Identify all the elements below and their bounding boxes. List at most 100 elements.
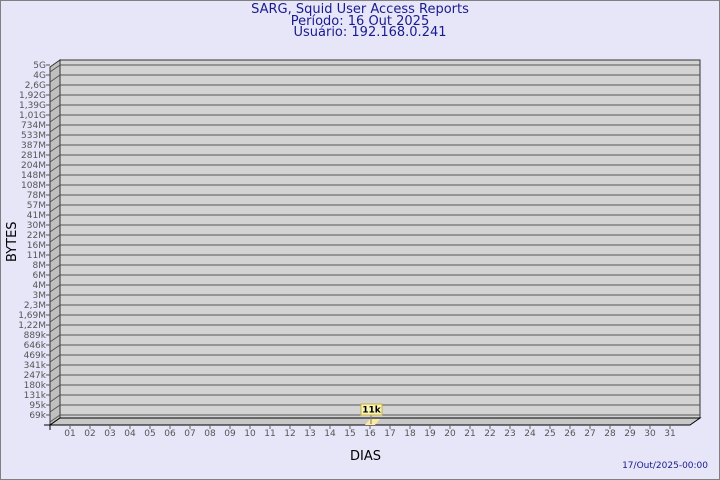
y-tick-label: 95k	[29, 401, 46, 411]
x-tick-label: 24	[524, 429, 536, 439]
x-tick-label: 01	[64, 429, 75, 439]
bar-label-box	[360, 403, 383, 416]
y-tick-label: 1,39G	[19, 101, 46, 111]
x-tick-label: 30	[644, 429, 656, 439]
y-tick-label: 469k	[24, 351, 47, 361]
gridline-side	[49, 234, 61, 243]
gridline-side	[49, 164, 61, 173]
y-tick-label: 1,01G	[19, 111, 46, 121]
y-axis-label: BYTES	[5, 221, 20, 262]
x-tick-label: 28	[604, 429, 616, 439]
bar-data-label: 11k	[362, 406, 382, 416]
y-tick-label: 180k	[24, 381, 47, 391]
y-tick-label: 387M	[21, 141, 46, 151]
gridline-side	[49, 324, 61, 333]
x-tick-label: 07	[184, 429, 195, 439]
gridline-side	[49, 144, 61, 153]
gridline-side	[49, 84, 61, 93]
gridline-side	[49, 314, 61, 323]
y-tick-label: 11M	[27, 251, 46, 261]
x-tick-label: 03	[104, 429, 115, 439]
x-tick-label: 25	[544, 429, 555, 439]
y-tick-label: 281M	[21, 151, 46, 161]
y-tick-label: 247k	[24, 371, 47, 381]
y-tick-label: 131k	[24, 391, 47, 401]
gridline-side	[49, 114, 61, 123]
y-tick-label: 41M	[27, 211, 46, 221]
y-tick-label: 30M	[27, 221, 46, 231]
x-tick-label: 06	[164, 429, 176, 439]
y-tick-label: 1,92G	[19, 91, 46, 101]
y-tick-label: 148M	[21, 171, 46, 181]
gridline-side	[49, 354, 61, 363]
x-tick-label: 19	[424, 429, 436, 439]
y-tick-label: 57M	[27, 201, 46, 211]
x-tick-label: 14	[324, 429, 336, 439]
y-tick-label: 646k	[24, 341, 47, 351]
y-tick-label: 6M	[33, 271, 47, 281]
y-tick-label: 5G	[33, 61, 46, 71]
y-tick-label: 4G	[33, 71, 46, 81]
x-tick-label: 29	[624, 429, 636, 439]
gridline-side	[49, 264, 61, 273]
x-tick-label: 26	[564, 429, 576, 439]
x-tick-label: 16	[364, 429, 376, 439]
gridline-side	[49, 294, 61, 303]
y-tick-label: 2,3M	[24, 301, 46, 311]
x-tick-label: 27	[584, 429, 595, 439]
x-tick-label: 31	[664, 429, 675, 439]
y-tick-label: 78M	[27, 191, 46, 201]
chart-title: SARG, Squid User Access Reports	[251, 2, 469, 17]
chart-subtitle-user: Usuário: 192.168.0.241	[293, 25, 447, 40]
y-tick-label: 2,6G	[25, 81, 46, 91]
x-tick-label: 10	[244, 429, 256, 439]
x-tick-label: 12	[284, 429, 295, 439]
gridline-side	[49, 104, 61, 113]
x-tick-label: 11	[264, 429, 275, 439]
gridline-side	[49, 124, 61, 133]
gridline-side	[49, 374, 61, 383]
x-tick-label: 09	[224, 429, 236, 439]
gridline-side	[49, 404, 61, 413]
gridline-side	[49, 64, 61, 73]
x-tick-label: 02	[84, 429, 95, 439]
gridline-side	[49, 94, 61, 103]
gridline-side	[49, 274, 61, 283]
chart-subtitle-period: Período: 16 Out 2025	[290, 14, 430, 29]
back-wall	[59, 59, 701, 419]
gridline-side	[49, 334, 61, 343]
x-axis-label: DIAS	[350, 449, 381, 464]
gridline-side	[49, 344, 61, 353]
bar-16	[365, 419, 380, 425]
x-tick-label: 15	[344, 429, 355, 439]
y-tick-label: 1,69M	[18, 311, 46, 321]
gridline-side	[49, 284, 61, 293]
gridline-side	[49, 194, 61, 203]
y-tick-label: 16M	[27, 241, 46, 251]
x-tick-label: 21	[464, 429, 475, 439]
y-tick-label: 69k	[29, 411, 46, 421]
x-tick-label: 13	[304, 429, 315, 439]
gridline-side	[49, 254, 61, 263]
gridline-side	[49, 204, 61, 213]
gridline-side	[49, 364, 61, 373]
x-tick-label: 17	[384, 429, 395, 439]
x-tick-label: 18	[404, 429, 416, 439]
x-tick-label: 05	[144, 429, 155, 439]
y-tick-label: 889k	[24, 331, 47, 341]
x-tick-label: 22	[484, 429, 495, 439]
gridline-side	[49, 304, 61, 313]
timestamp: 17/Out/2025-00:00	[622, 461, 708, 471]
gridline-side	[49, 174, 61, 183]
gridline-side	[49, 214, 61, 223]
gridline-side	[49, 74, 61, 83]
x-tick-label: 20	[444, 429, 456, 439]
gridline-side	[49, 384, 61, 393]
y-tick-label: 108M	[21, 181, 46, 191]
side-wall	[49, 59, 61, 426]
gridline-side	[49, 414, 61, 423]
gridline-side	[49, 184, 61, 193]
y-tick-label: 204M	[21, 161, 46, 171]
gridline-side	[49, 154, 61, 163]
